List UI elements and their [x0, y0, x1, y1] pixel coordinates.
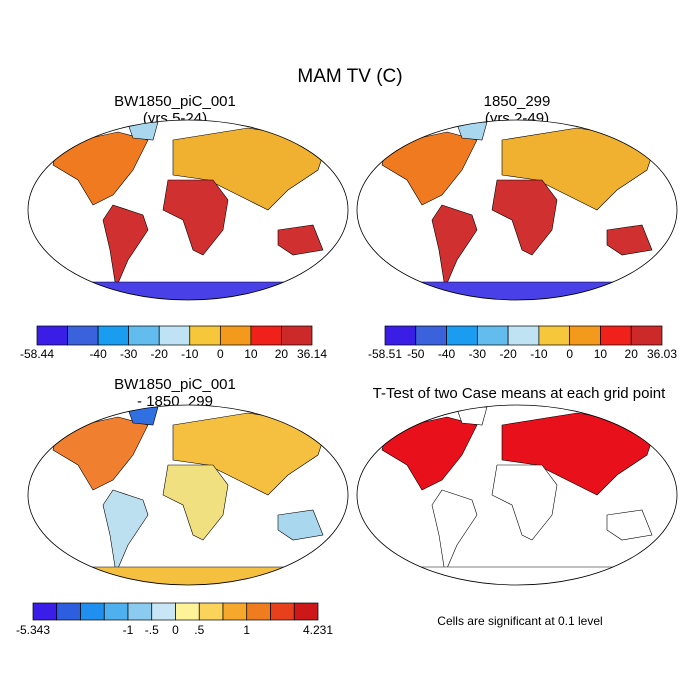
- colorbar-box: [507, 325, 540, 346]
- colorbar-box: [446, 325, 478, 346]
- landmass: [162, 179, 229, 256]
- colorbar-label: 4.231: [303, 623, 333, 637]
- colorbar-box: [222, 602, 248, 621]
- landmass: [357, 281, 677, 300]
- colorbar-box: [103, 602, 129, 621]
- panel-title: BW1850_piC_001: [114, 93, 236, 110]
- colorbar-box: [538, 325, 571, 346]
- colorbar-box: [384, 325, 417, 346]
- colorbar-label: -10: [181, 347, 199, 361]
- colorbar-box: [219, 325, 252, 346]
- colorbar-label: -58.51: [368, 347, 402, 361]
- significance-note: Cells are significant at 0.1 level: [437, 614, 602, 628]
- colorbar-box: [270, 602, 295, 621]
- colorbar-box: [158, 325, 191, 346]
- map-frame: [356, 119, 678, 301]
- colorbar-box: [127, 602, 153, 621]
- colorbar-label: -30: [469, 347, 487, 361]
- colorbar-box: [415, 325, 447, 346]
- map-frame: [27, 119, 349, 301]
- map: [357, 120, 677, 300]
- landmass: [28, 281, 348, 300]
- colorbar-label: 0: [566, 347, 573, 361]
- landmass: [102, 489, 149, 575]
- colorbar-box: [189, 325, 221, 346]
- landmass: [277, 224, 324, 256]
- colorbar-box: [97, 325, 130, 346]
- colorbar-label: -50: [407, 347, 425, 361]
- colorbar-box: [80, 602, 105, 621]
- landmass: [277, 509, 324, 541]
- landmass: [127, 121, 159, 141]
- landmass: [606, 224, 653, 256]
- colorbar-box: [175, 602, 200, 621]
- landmass: [28, 566, 348, 585]
- colorbar-box: [198, 602, 224, 621]
- colorbar-label: .5: [194, 623, 204, 637]
- colorbar-label: 20: [275, 347, 289, 361]
- colorbar-label: 1: [243, 623, 250, 637]
- colorbar-box: [246, 602, 271, 621]
- colorbar-box: [281, 325, 313, 346]
- map-frame: [356, 404, 678, 586]
- colorbar-label: 10: [594, 347, 608, 361]
- colorbar-label: -.5: [145, 623, 159, 637]
- colorbar-label: 36.03: [647, 347, 677, 361]
- colorbar-box: [32, 602, 58, 621]
- colorbar-box: [128, 325, 160, 346]
- landmass: [102, 204, 149, 290]
- colorbar-label: -58.44: [20, 347, 54, 361]
- colorbar-label: 10: [244, 347, 258, 361]
- panel-title: T-Test of two Case means at each grid po…: [373, 385, 666, 402]
- landmass: [381, 131, 478, 206]
- colorbar-label: -10: [530, 347, 548, 361]
- colorbar-box: [600, 325, 632, 346]
- colorbar-box: [250, 325, 282, 346]
- colorbar-box: [67, 325, 99, 346]
- colorbar-box: [569, 325, 601, 346]
- colorbar-box: [151, 602, 176, 621]
- map: [28, 405, 348, 585]
- colorbar-label: -20: [151, 347, 169, 361]
- colorbar-label: -20: [499, 347, 517, 361]
- landmass: [431, 204, 478, 290]
- colorbar-label: 36.14: [297, 347, 327, 361]
- landmass: [381, 416, 478, 491]
- landmass: [162, 464, 229, 541]
- colorbar-label: -5.343: [16, 623, 50, 637]
- colorbar-box: [56, 602, 81, 621]
- map-frame: [27, 404, 349, 586]
- figure-title: MAM TV (C): [297, 66, 402, 87]
- panel-title: BW1850_piC_001: [114, 376, 236, 393]
- landmass: [52, 131, 149, 206]
- colorbar-box: [476, 325, 509, 346]
- colorbar-box: [36, 325, 68, 346]
- colorbar-label: -30: [120, 347, 138, 361]
- landmass: [431, 489, 478, 575]
- map: [357, 405, 677, 585]
- colorbar-label: 0: [217, 347, 224, 361]
- map: [28, 120, 348, 300]
- landmass: [491, 179, 558, 256]
- landmass: [52, 416, 149, 491]
- landmass: [127, 406, 159, 426]
- landmass: [491, 464, 558, 541]
- colorbar-label: 20: [625, 347, 639, 361]
- panel-title: 1850_299: [484, 93, 551, 110]
- colorbar-label: -40: [89, 347, 107, 361]
- colorbar-label: -1: [123, 623, 134, 637]
- colorbar-label: 0: [172, 623, 179, 637]
- colorbar-box: [630, 325, 663, 346]
- colorbar-label: -40: [438, 347, 456, 361]
- landmass: [606, 509, 653, 541]
- colorbar-box: [293, 602, 319, 621]
- landmass: [456, 121, 488, 141]
- landmass: [456, 406, 488, 426]
- landmass: [357, 566, 677, 585]
